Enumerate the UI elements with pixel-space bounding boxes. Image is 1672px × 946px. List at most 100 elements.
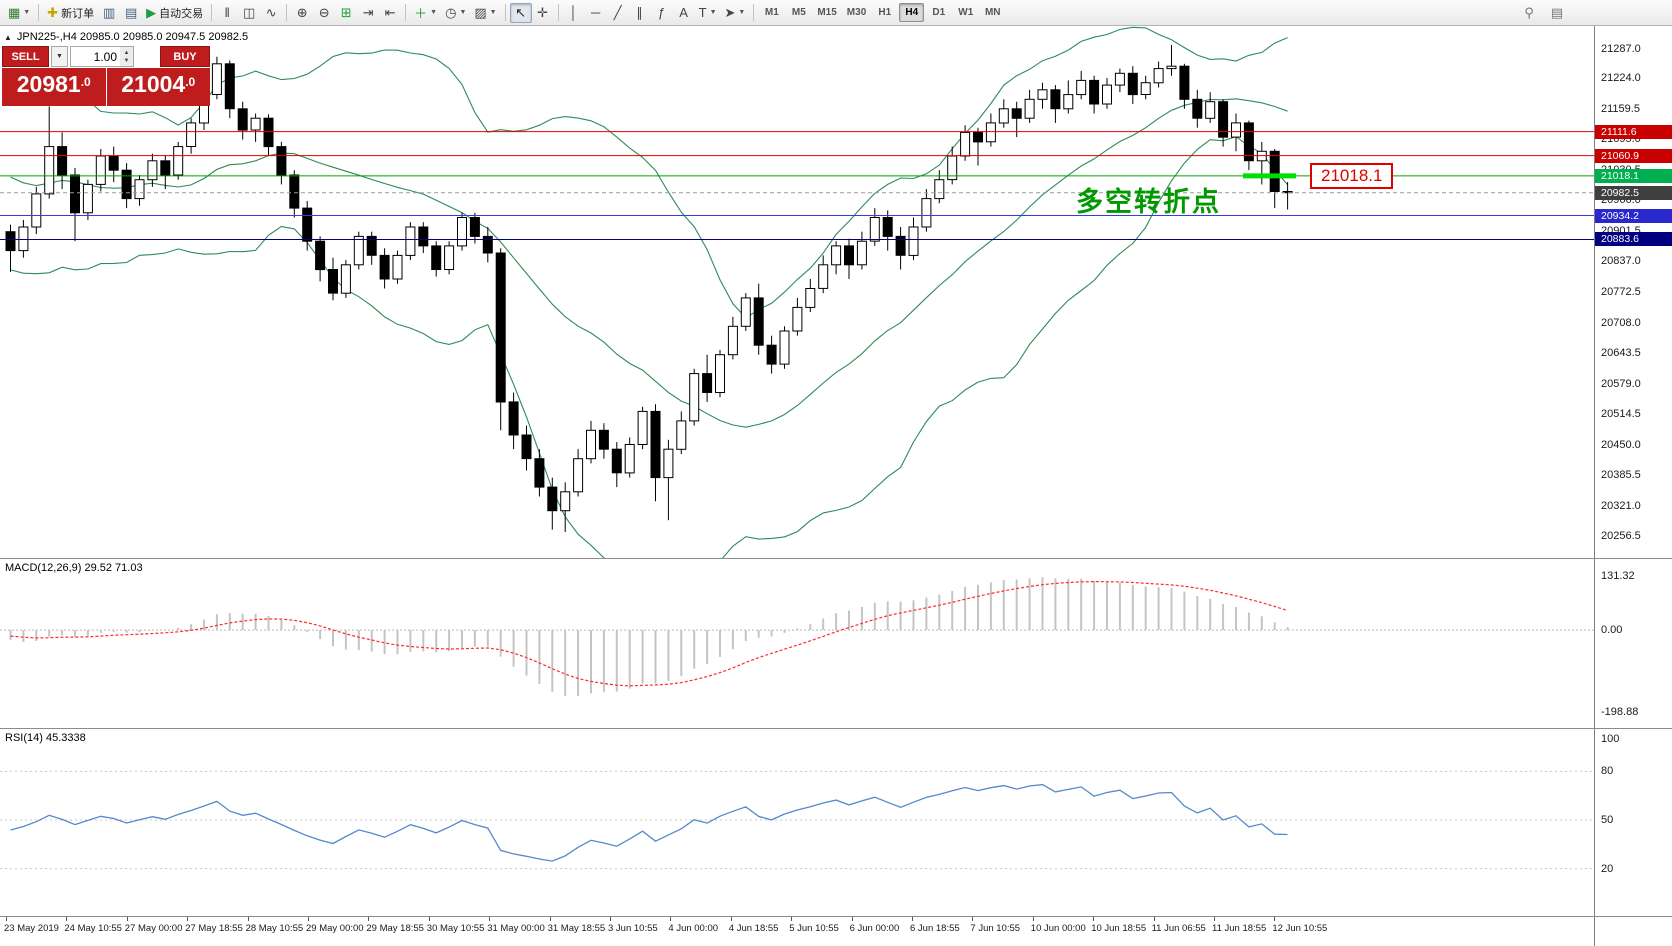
main-chart[interactable]: ▲ JPN225-,H4 20985.0 20985.0 20947.5 209…	[0, 26, 1594, 558]
cursor-glyph: ↖	[515, 4, 527, 20]
data-window-icon[interactable]: ▤	[120, 3, 142, 23]
new-order-glyph: ✚	[47, 4, 59, 20]
chart-shift-button[interactable]: ⇤	[379, 3, 401, 23]
price-badge: 20934.2	[1595, 208, 1672, 223]
timeframe-d1[interactable]: D1	[932, 7, 946, 18]
time-label: 6 Jun 18:55	[910, 923, 960, 934]
candlestick-chart-button[interactable]: ◫	[238, 3, 260, 23]
timeframe-m15[interactable]: M15	[817, 7, 837, 18]
horizontal-line-glyph: ─	[591, 5, 601, 20]
periods-glyph: ◷	[445, 4, 457, 20]
timeframe-w1[interactable]: W1	[958, 7, 974, 18]
time-axis-corner	[1594, 917, 1672, 946]
main-chart-row: ▲ JPN225-,H4 20985.0 20985.0 20947.5 209…	[0, 26, 1672, 558]
search-icon[interactable]: ⚲	[1524, 4, 1534, 20]
timeframe-m5[interactable]: M5	[791, 7, 806, 18]
indicators-button[interactable]: ＋ ▼	[410, 3, 441, 23]
chart-shift-glyph: ⇤	[384, 4, 396, 20]
buy-price-frac: .0	[185, 75, 196, 89]
sell-button[interactable]: SELL	[2, 46, 49, 67]
horizontal-line-button[interactable]: ─	[585, 3, 607, 23]
text-glyph: T	[698, 5, 707, 20]
price-axis-rsi[interactable]: 100 80 50 20	[1594, 729, 1672, 916]
toolbar-separator	[405, 4, 407, 21]
symbol-info: ▲ JPN225-,H4 20985.0 20985.0 20947.5 209…	[4, 31, 248, 43]
timeframe-m30[interactable]: M30	[846, 7, 867, 18]
timeframe-mn[interactable]: MN	[984, 7, 1001, 18]
buy-button[interactable]: BUY	[160, 46, 210, 67]
chevron-down-icon: ▼	[430, 9, 438, 16]
auto-scroll-button[interactable]: ⇥	[357, 3, 379, 23]
time-tick	[549, 917, 551, 921]
rsi-svg[interactable]	[0, 729, 1594, 916]
sell-price-main: 20981	[16, 71, 81, 97]
autotrading-glyph: ▶	[146, 4, 157, 20]
price-badge: 20982.5	[1595, 185, 1672, 200]
price-axis-main[interactable]: 21287.021224.021159.521095.021030.520966…	[1594, 26, 1672, 558]
rsi-panel[interactable]: RSI(14) 45.3338	[0, 729, 1594, 916]
chevron-down-icon: ▼	[709, 9, 717, 16]
new-chart-glyph: ▦	[8, 4, 21, 20]
line-chart-button[interactable]: ∿	[260, 3, 282, 23]
chevron-down-icon: ▼	[23, 9, 31, 16]
price-tick: 20	[1601, 862, 1614, 875]
tile-windows-button[interactable]: ⊞	[335, 3, 357, 23]
trendline-button[interactable]: ╱	[607, 3, 629, 23]
arrows-button[interactable]: ➤ ▼	[721, 3, 750, 23]
macd-svg[interactable]	[0, 559, 1594, 728]
new-chart-button[interactable]: ▦ ▼	[4, 3, 34, 23]
time-label: 31 May 18:55	[547, 923, 606, 934]
fibonacci-button[interactable]: ƒ	[651, 3, 673, 23]
text-button[interactable]: T ▼	[695, 3, 721, 23]
time-label: 12 Jun 10:55	[1272, 923, 1328, 934]
price-tick: 80	[1601, 765, 1614, 778]
price-tick: 21287.0	[1601, 42, 1641, 55]
macd-panel[interactable]: MACD(12,26,9) 29.52 71.03	[0, 559, 1594, 728]
time-tick	[1032, 917, 1034, 921]
price-tick: 0.00	[1601, 624, 1623, 637]
time-label: 5 Jun 10:55	[789, 923, 839, 934]
crosshair-button[interactable]: ✛	[532, 3, 554, 23]
price-tick: 20256.5	[1601, 530, 1641, 542]
sell-price-frac: .0	[80, 75, 91, 89]
time-axis[interactable]: 23 May 2019 24 May 10:55 27 May 00:00 27 Ma…	[0, 917, 1594, 946]
time-label: 4 Jun 00:00	[668, 923, 719, 934]
price-tick: 20579.0	[1601, 377, 1641, 390]
text-label-button[interactable]: A	[673, 3, 695, 23]
vertical-line-button[interactable]: │	[563, 3, 585, 23]
rsi-row: RSI(14) 45.3338 100 80 50 20	[0, 728, 1672, 916]
price-callout[interactable]: 21018.1	[1310, 162, 1394, 189]
cursor-button[interactable]: ↖	[509, 2, 532, 23]
volume-input[interactable]	[70, 46, 134, 67]
volume-dropdown[interactable]: ▼	[51, 46, 68, 67]
time-label: 30 May 10:55	[426, 923, 485, 934]
annotation-text[interactable]: 多空转折点	[1076, 186, 1221, 217]
channel-button[interactable]: ∥	[629, 3, 651, 23]
auto-scroll-glyph: ⇥	[362, 4, 374, 20]
volume-spinner[interactable]: ▲ ▼	[120, 47, 133, 66]
price-tick: 21159.5	[1601, 102, 1640, 115]
new-order-button[interactable]: ✚ 新订单	[43, 3, 98, 23]
price-tick: 131.32	[1601, 569, 1635, 582]
sell-price-button[interactable]: 20981 .0	[2, 68, 106, 106]
timeframe-h1[interactable]: H1	[878, 7, 892, 18]
toolbar: ▦ ▼ ✚ 新订单 ▥ ▤ ▶ 自动交易 ‖ ◫ ∿ ⊕ ⊖ ⊞ ⇥ ⇤ ＋ ▼ ◷ ▼ ▨ ▼ ↖ ✛ │ ─ ╱ ∥ ƒ A T ▼ ➤ ▼ M…	[0, 0, 1672, 26]
market-watch-icon[interactable]: ▥	[98, 3, 120, 23]
timeframe-h4[interactable]: H4	[899, 3, 925, 22]
price-axis-macd[interactable]: 131.32 0.00 -198.88	[1594, 559, 1672, 728]
vertical-line-glyph: │	[569, 5, 578, 20]
main-chart-svg[interactable]	[0, 26, 1594, 558]
zoom-in-button[interactable]: ⊕	[291, 3, 313, 23]
collapse-trade-panel-icon[interactable]: ▲	[4, 32, 12, 42]
docking-icon[interactable]: ▤	[1550, 4, 1564, 20]
autotrading-button[interactable]: ▶ 自动交易	[142, 3, 207, 23]
buy-price-button[interactable]: 21004 .0	[106, 68, 210, 106]
price-badge: 21111.6	[1595, 124, 1672, 139]
zoom-out-button[interactable]: ⊖	[313, 3, 335, 23]
periods-button[interactable]: ◷ ▼	[441, 3, 470, 23]
time-tick	[187, 917, 189, 921]
templates-button[interactable]: ▨ ▼	[470, 3, 500, 23]
timeframe-m1[interactable]: M1	[764, 7, 779, 18]
bar-chart-button[interactable]: ‖	[216, 3, 238, 23]
